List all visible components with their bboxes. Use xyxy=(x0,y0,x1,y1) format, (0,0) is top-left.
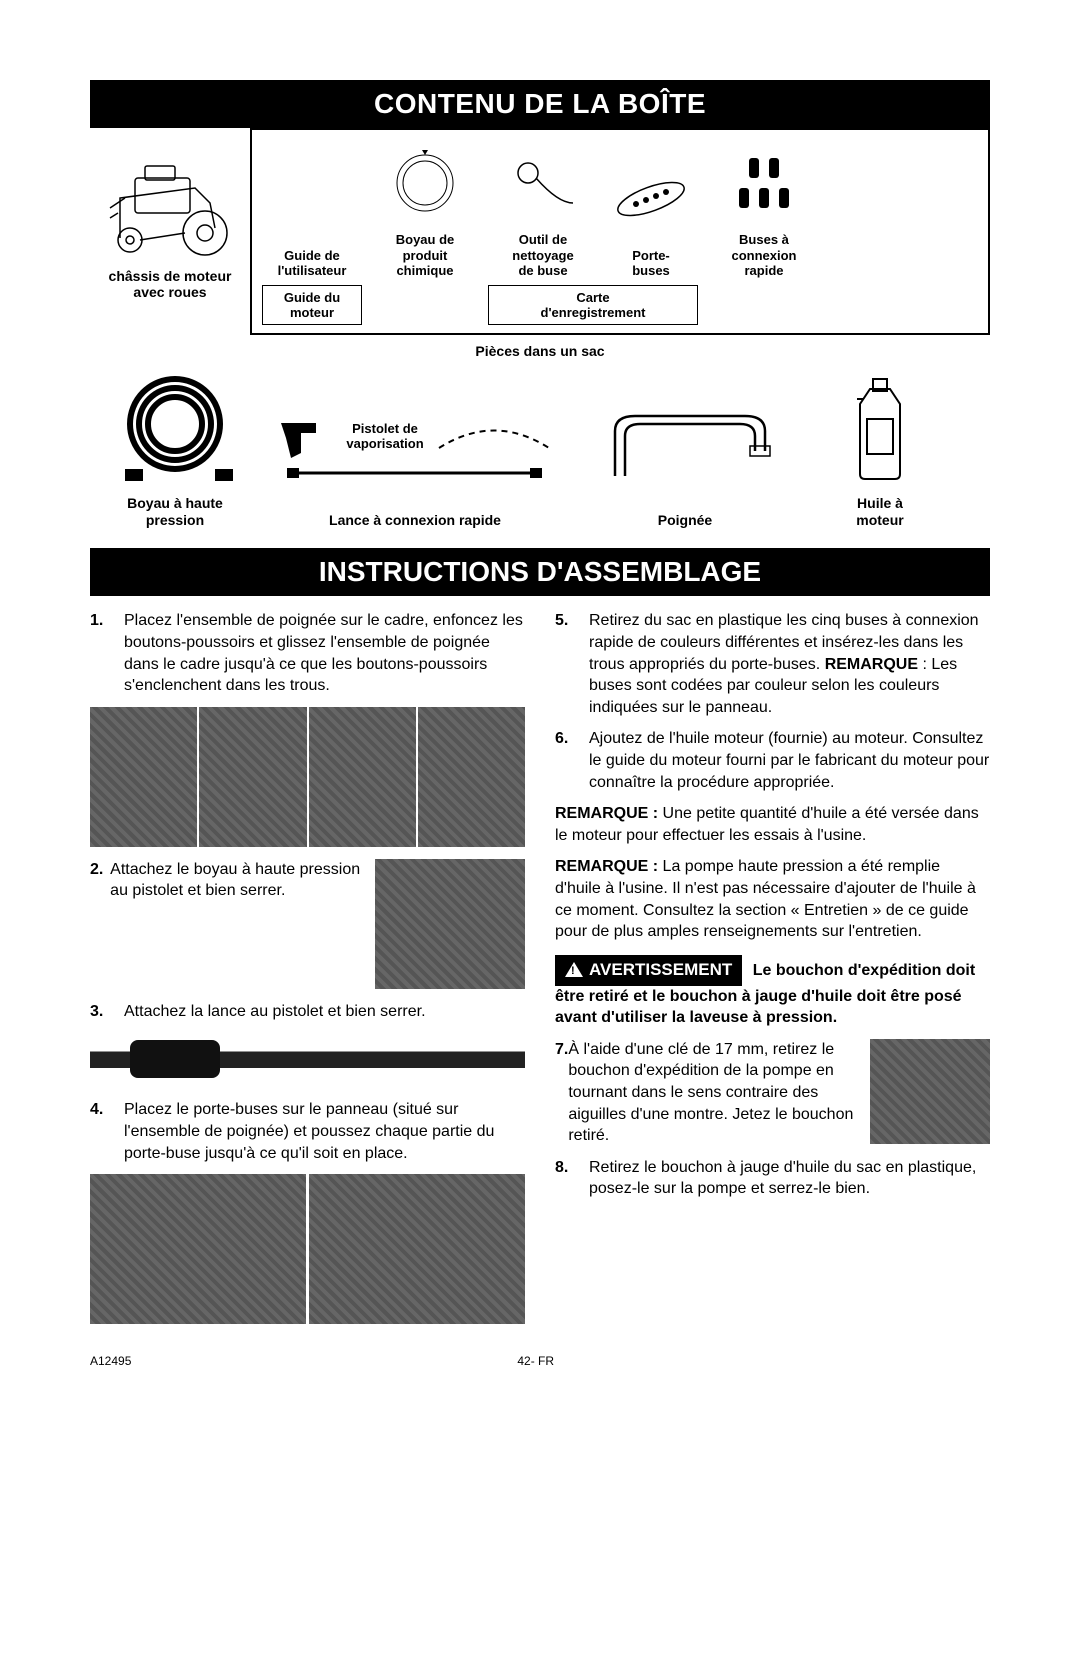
nozzle-holder-label: Porte- buses xyxy=(632,248,670,279)
oil-icon xyxy=(820,369,940,489)
wand-label: Lance à connexion rapide xyxy=(280,512,550,529)
step-6-text: Ajoutez de l'huile moteur (fournie) au m… xyxy=(589,728,990,793)
qc-nozzles-label: Buses à connexion rapide xyxy=(731,232,796,279)
hp-hose-label: Boyau à haute pression xyxy=(90,495,260,529)
step-number: 4. xyxy=(90,1099,124,1164)
right-column: 5. Retirez du sac en plastique les cinq … xyxy=(555,610,990,1324)
handle-icon xyxy=(570,386,800,506)
step-3-text: Attachez la lance au pistolet et bien se… xyxy=(124,1001,525,1023)
user-guide-label: Guide de l'utilisateur xyxy=(278,248,347,279)
step-number: 3. xyxy=(90,1001,124,1023)
qc-nozzles-icon xyxy=(704,138,824,228)
engine-frame-icon xyxy=(90,138,250,268)
nozzle-tool-label: Outil de nettoyage de buse xyxy=(512,232,573,279)
chem-hose-label: Boyau de produit chimique xyxy=(396,232,455,279)
step-number: 6. xyxy=(555,728,589,793)
step-4-photos xyxy=(90,1174,525,1324)
remark-1: REMARQUE : Une petite quantité d'huile a… xyxy=(555,803,990,846)
step-2-photo xyxy=(375,859,525,989)
step-4-text: Placez le porte-buses sur le panneau (si… xyxy=(124,1099,525,1164)
warning-icon xyxy=(565,962,583,977)
user-guide-icon xyxy=(262,154,362,244)
section-header-assembly: INSTRUCTIONS D'ASSEMBLAGE xyxy=(90,548,990,596)
step-7-photo xyxy=(870,1039,990,1144)
engine-guide-label: Guide du moteur xyxy=(262,285,362,325)
bag-parts-label: Pièces dans un sac xyxy=(90,343,990,359)
step-3-photo xyxy=(90,1032,525,1087)
step-number: 1. xyxy=(90,610,124,696)
footer-doc-id: A12495 xyxy=(90,1354,131,1368)
step-number: 7. xyxy=(555,1039,568,1147)
step-1-photos xyxy=(90,707,525,847)
warning-block: AVERTISSEMENT Le bouchon d'expédition do… xyxy=(555,955,990,1029)
step-2-text: Attachez le boyau à haute pression au pi… xyxy=(110,859,365,989)
remark-2: REMARQUE : La pompe haute pression a été… xyxy=(555,856,990,942)
chem-hose-icon xyxy=(370,138,480,228)
step-number: 5. xyxy=(555,610,589,718)
footer-page: 42- FR xyxy=(517,1354,554,1368)
handle-label: Poignée xyxy=(570,512,800,529)
spray-gun-wand-icon: Pistolet de vaporisation xyxy=(280,386,550,506)
nozzle-tool-icon xyxy=(488,138,598,228)
section-header-contents: CONTENU DE LA BOÎTE xyxy=(90,80,990,128)
spray-gun-label: Pistolet de vaporisation xyxy=(346,421,423,451)
step-7-text: À l'aide d'une clé de 17 mm, retirez le … xyxy=(568,1039,860,1147)
engine-frame-label: châssis de moteur avec roues xyxy=(90,268,250,300)
reg-card-label: Carte d'enregistrement xyxy=(488,285,698,325)
step-number: 2. xyxy=(90,859,110,989)
left-column: 1. Placez l'ensemble de poignée sur le c… xyxy=(90,610,525,1324)
oil-label: Huile à moteur xyxy=(820,495,940,529)
step-8-text: Retirez le bouchon à jauge d'huile du sa… xyxy=(589,1157,990,1200)
warning-label: AVERTISSEMENT xyxy=(555,955,742,986)
step-5-text: Retirez du sac en plastique les cinq bus… xyxy=(589,610,990,718)
nozzle-holder-icon xyxy=(606,154,696,244)
step-1-text: Placez l'ensemble de poignée sur le cadr… xyxy=(124,610,525,696)
step-number: 8. xyxy=(555,1157,589,1200)
hp-hose-icon xyxy=(90,369,260,489)
